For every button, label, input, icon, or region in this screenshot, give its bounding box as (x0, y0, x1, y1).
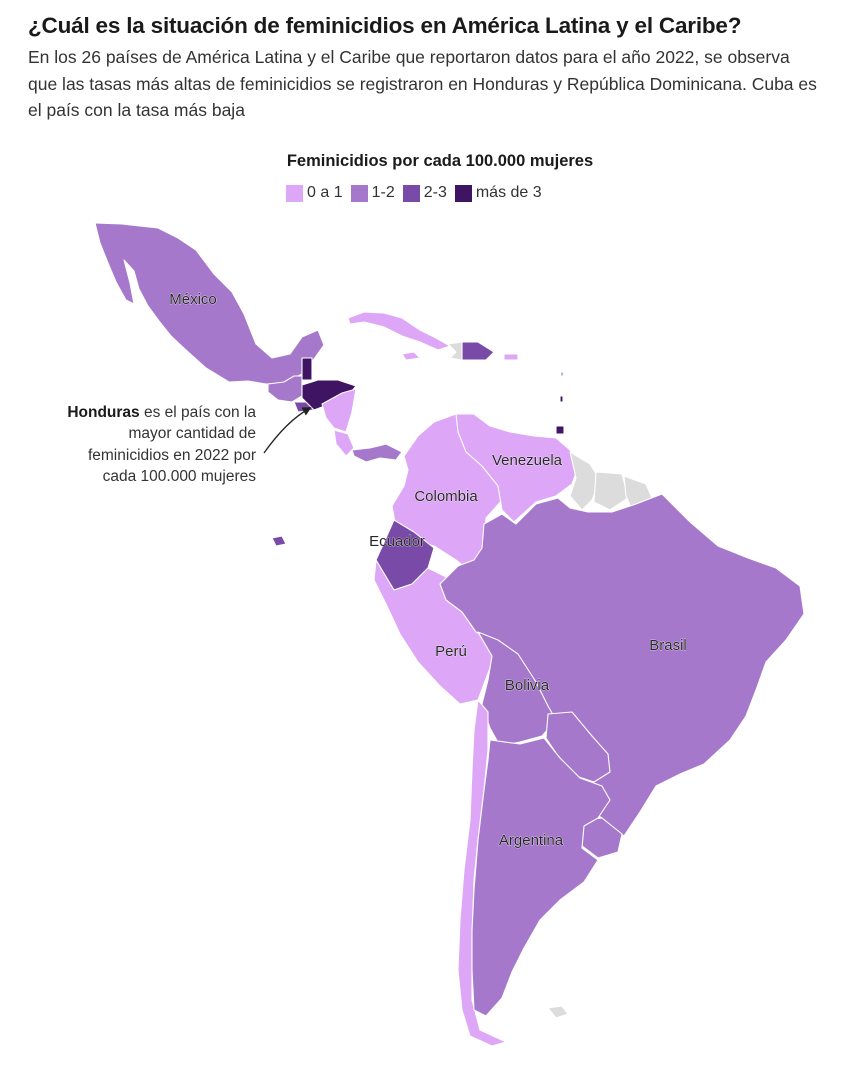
label-argentina: Argentina (499, 832, 564, 849)
country-costa-rica[interactable] (333, 429, 355, 457)
label-ecuador: Ecuador (369, 533, 425, 550)
island-galapagos[interactable] (271, 535, 287, 547)
legend-swatch-mas-3 (454, 184, 472, 202)
chart-title: ¿Cuál es la situación de feminicidios en… (28, 13, 742, 38)
island-lesser-antilles-2[interactable] (560, 371, 564, 377)
island-trinidad[interactable] (555, 425, 565, 435)
country-mexico[interactable] (94, 222, 325, 385)
label-venezuela: Venezuela (492, 452, 563, 469)
country-cuba[interactable] (347, 311, 451, 351)
country-jamaica[interactable] (401, 351, 421, 361)
legend-swatch-2-3 (402, 184, 420, 202)
legend-item-1-2: 1-2 (350, 184, 395, 202)
label-peru: Perú (435, 643, 467, 660)
country-paraguay[interactable] (545, 711, 611, 783)
legend-label-1-2: 1-2 (371, 184, 395, 201)
country-dominican-republic[interactable] (461, 341, 495, 361)
country-bolivia[interactable] (477, 631, 557, 747)
island-lesser-antilles-1[interactable] (559, 395, 564, 403)
annotation-arrow (263, 407, 312, 454)
island-falklands[interactable] (547, 1005, 569, 1019)
country-haiti[interactable] (447, 341, 463, 361)
label-bolivia: Bolivia (505, 677, 550, 694)
country-guyana[interactable] (569, 451, 601, 511)
legend-label-mas-3: más de 3 (475, 184, 542, 201)
legend-title: Feminicidios por cada 100.000 mujeres (286, 152, 594, 170)
country-nicaragua[interactable] (321, 388, 357, 433)
legend-item-2-3: 2-3 (402, 184, 447, 202)
label-brasil: Brasil (649, 637, 687, 654)
label-mexico: México (169, 291, 217, 308)
legend-label-2-3: 2-3 (423, 184, 447, 201)
country-venezuela[interactable] (455, 413, 581, 523)
honduras-annotation: Honduras es el país con la mayor cantida… (60, 402, 256, 487)
annotation-bold: Honduras (67, 404, 140, 421)
legend-swatch-0-1 (286, 184, 303, 202)
country-argentina[interactable] (471, 737, 611, 1017)
legend-label-0-1: 0 a 1 (307, 184, 343, 201)
annotation-text: es el país con la mayor cantidad de femi… (87, 404, 256, 485)
legend-swatch-1-2 (350, 184, 368, 202)
legend-item-mas-3: más de 3 (454, 184, 542, 202)
legend-item-0-1: 0 a 1 (286, 184, 343, 202)
label-colombia: Colombia (414, 488, 478, 505)
country-belize[interactable] (301, 357, 313, 381)
legend: 0 a 1 1-2 2-3 más de 3 (286, 184, 550, 202)
chart-subtitle: En los 26 países de América Latina y el … (28, 47, 817, 120)
country-puerto-rico[interactable] (503, 353, 519, 361)
country-panama[interactable] (351, 443, 403, 463)
country-suriname[interactable] (593, 471, 629, 511)
